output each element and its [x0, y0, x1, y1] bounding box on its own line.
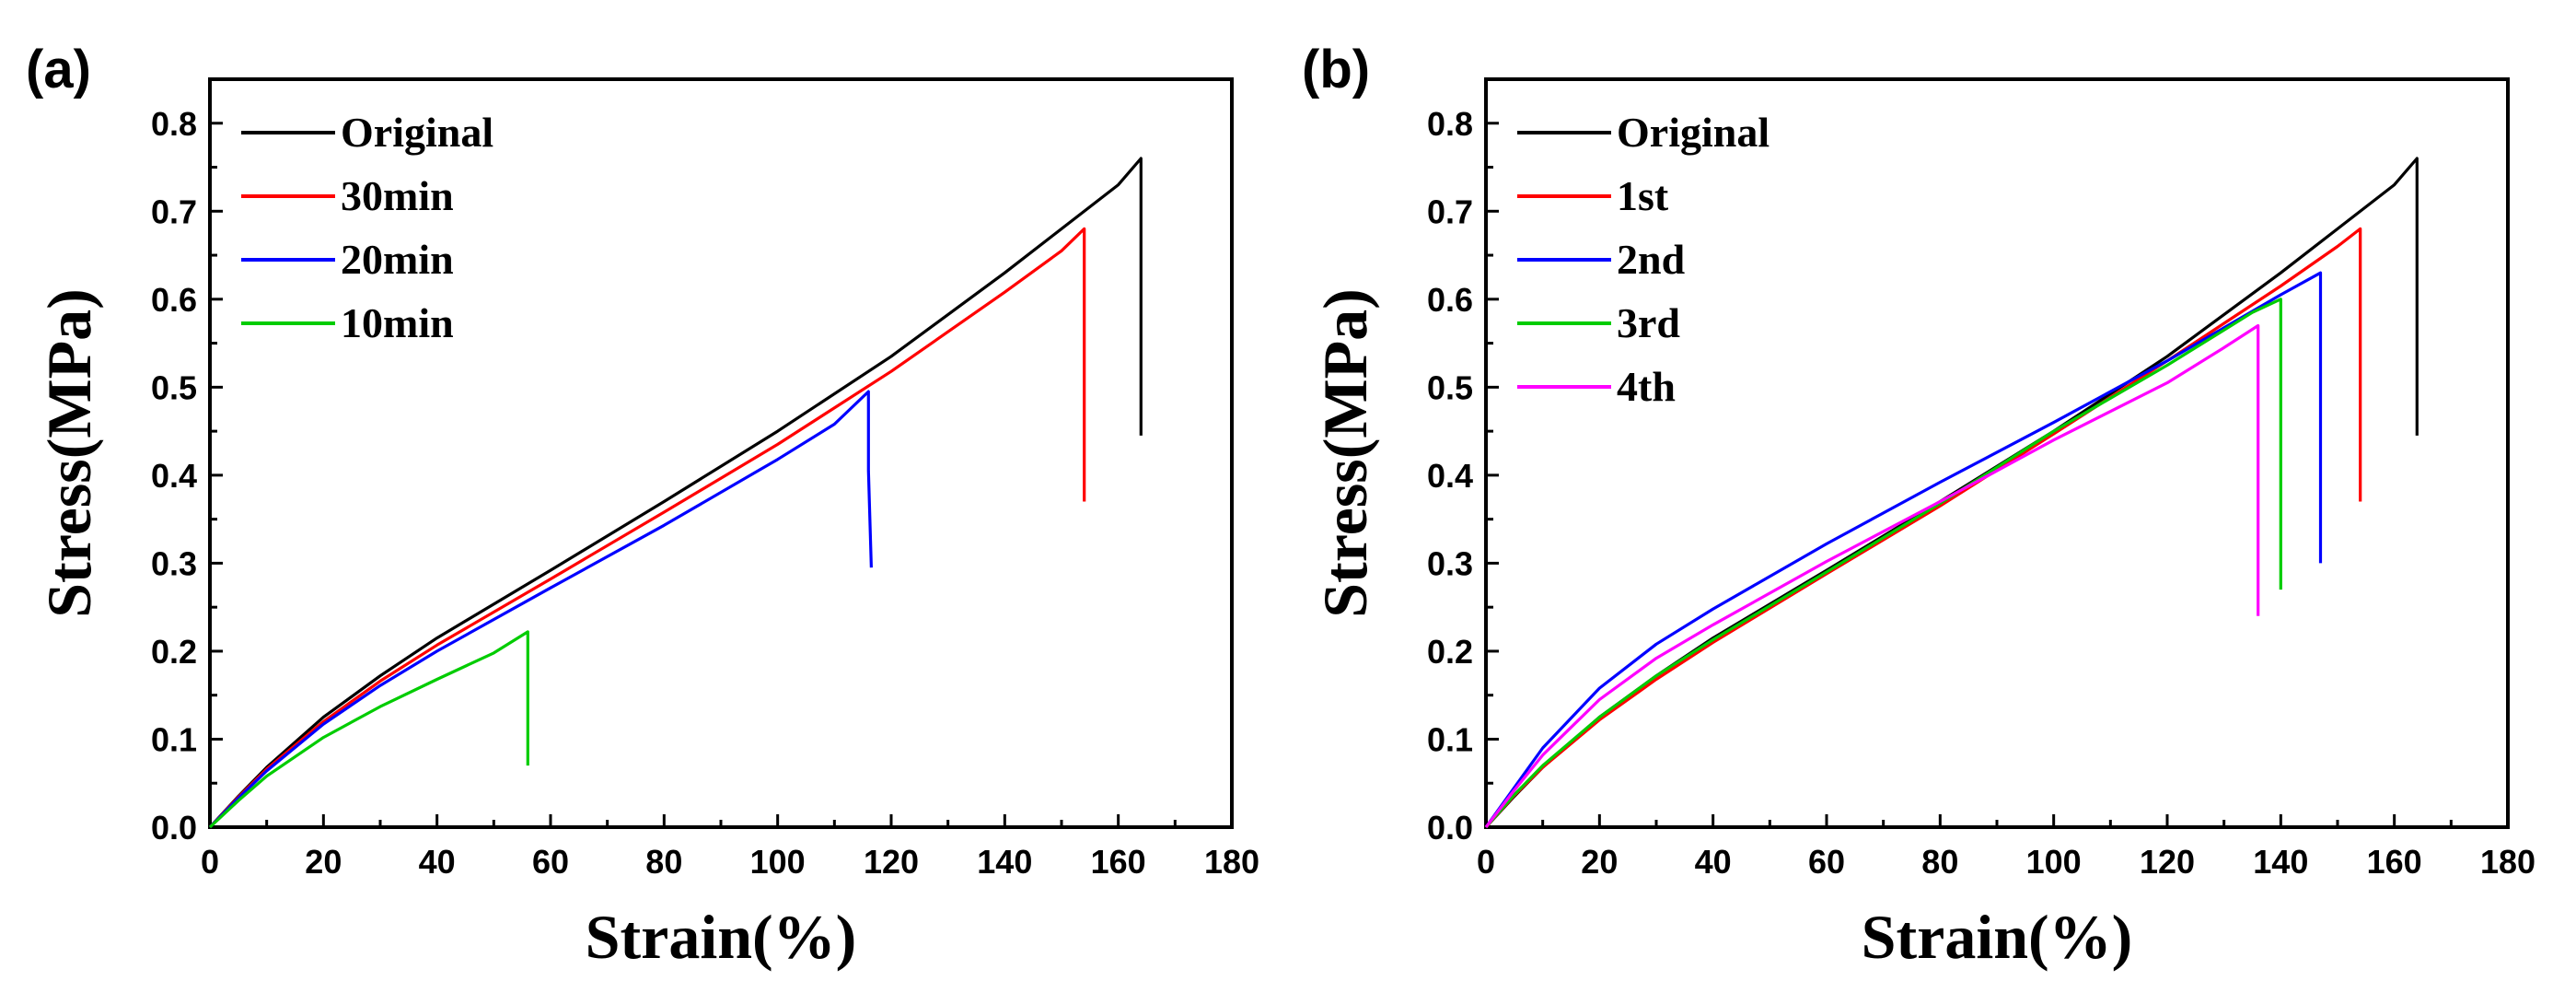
panel-a-x-tick-label: 140 [977, 843, 1032, 881]
panel-b-legend: Original 1st 2nd 3rd 4th [1517, 109, 1770, 410]
panel-b-label: (b) [1302, 40, 1370, 99]
panel-a-x-tick-label: 160 [1091, 843, 1146, 881]
panel-a-legend-label-original: Original [341, 109, 493, 156]
panel-a-series-original [208, 157, 1143, 829]
panel-b-x-tick-label: 60 [1808, 843, 1845, 881]
panel-b-legend-label-original: Original [1617, 109, 1770, 156]
panel-b-x-axis-title: Strain(%) [1862, 902, 2133, 972]
panel-a-x-tick-label: 20 [305, 843, 342, 881]
panel-b-legend-label-4th: 4th [1617, 363, 1676, 410]
panel-a-y-tick-label: 0.1 [151, 720, 197, 758]
panel-b-chart: (b) 0 20 40 60 80 100 120 140 160 180 0.0 0.1 0.2 0.3 0… [1302, 40, 2535, 972]
panel-a-x-tick-label: 100 [750, 843, 806, 881]
panel-a-x-axis-title: Strain(%) [586, 902, 857, 972]
panel-b-x-tick-label: 180 [2480, 843, 2535, 881]
panel-a-y-tick-label: 0.0 [151, 809, 197, 847]
panel-b-x-tick-label: 0 [1477, 843, 1495, 881]
panel-b-series-4th [1484, 323, 2260, 828]
panel-b-series-2nd [1484, 271, 2323, 828]
panel-b-x-tick-label: 100 [2026, 843, 2082, 881]
panel-a-legend-label-10min: 10min [341, 299, 454, 346]
panel-b-y-tick-label: 0.2 [1427, 633, 1473, 671]
panel-b-series-3rd [1484, 298, 2282, 829]
panel-b-x-tick-label: 80 [1921, 843, 1958, 881]
panel-b-y-tick-label: 0.4 [1427, 457, 1473, 495]
panel-a-x-tick-label: 120 [864, 843, 919, 881]
panel-a-x-tick-label: 180 [1204, 843, 1259, 881]
panel-a-legend-label-20min: 20min [341, 236, 454, 283]
panel-a-x-tick-label: 40 [419, 843, 456, 881]
panel-b-x-tick-label: 20 [1581, 843, 1618, 881]
panel-a-x-tick-label: 60 [532, 843, 569, 881]
panel-a-x-tick-label: 0 [201, 843, 219, 881]
panel-a-x-tick-label: 80 [645, 843, 682, 881]
panel-b-y-tick-label: 0.1 [1427, 720, 1473, 758]
panel-a-y-tick-label: 0.3 [151, 544, 197, 582]
panel-b-x-tick-label: 40 [1695, 843, 1732, 881]
panel-b-y-tick-label: 0.7 [1427, 193, 1473, 230]
panel-b-x-tick-label: 120 [2140, 843, 2195, 881]
panel-a-y-tick-label: 0.5 [151, 368, 197, 406]
panel-b-y-tick-label: 0.5 [1427, 368, 1473, 406]
panel-b-legend-label-1st: 1st [1617, 172, 1669, 219]
panel-a-y-tick-label: 0.2 [151, 633, 197, 671]
panel-b-y-tick-label: 0.3 [1427, 544, 1473, 582]
panel-a-y-tick-label: 0.7 [151, 193, 197, 230]
panel-b-y-tick-label: 0.6 [1427, 281, 1473, 319]
panel-a-legend: Original 30min 20min 10min [241, 109, 493, 346]
panel-a-series-20min [208, 390, 873, 829]
panel-a-y-tick-label: 0.4 [151, 457, 197, 495]
panel-b-x-tick-label: 140 [2253, 843, 2308, 881]
panel-a-y-tick-label: 0.6 [151, 281, 197, 319]
panel-a-series-10min [208, 630, 529, 829]
panel-b-legend-label-3rd: 3rd [1617, 299, 1680, 346]
panel-a-label: (a) [26, 40, 91, 99]
panel-b-y-tick-label: 0.0 [1427, 809, 1473, 847]
panel-a-legend-label-30min: 30min [341, 172, 454, 219]
panel-b-legend-label-2nd: 2nd [1617, 236, 1686, 283]
panel-a-y-tick-label: 0.8 [151, 105, 197, 143]
panel-a-y-axis-title: Stress(MPa) [34, 288, 104, 618]
panel-a-chart: (a) 0 20 40 60 80 100 120 140 160 180 0.0 0.1 0.2 0.3 0… [26, 40, 1259, 972]
panel-b-x-tick-label: 160 [2367, 843, 2422, 881]
panel-b-y-tick-label: 0.8 [1427, 105, 1473, 143]
panel-b-y-axis-title: Stress(MPa) [1310, 288, 1380, 618]
